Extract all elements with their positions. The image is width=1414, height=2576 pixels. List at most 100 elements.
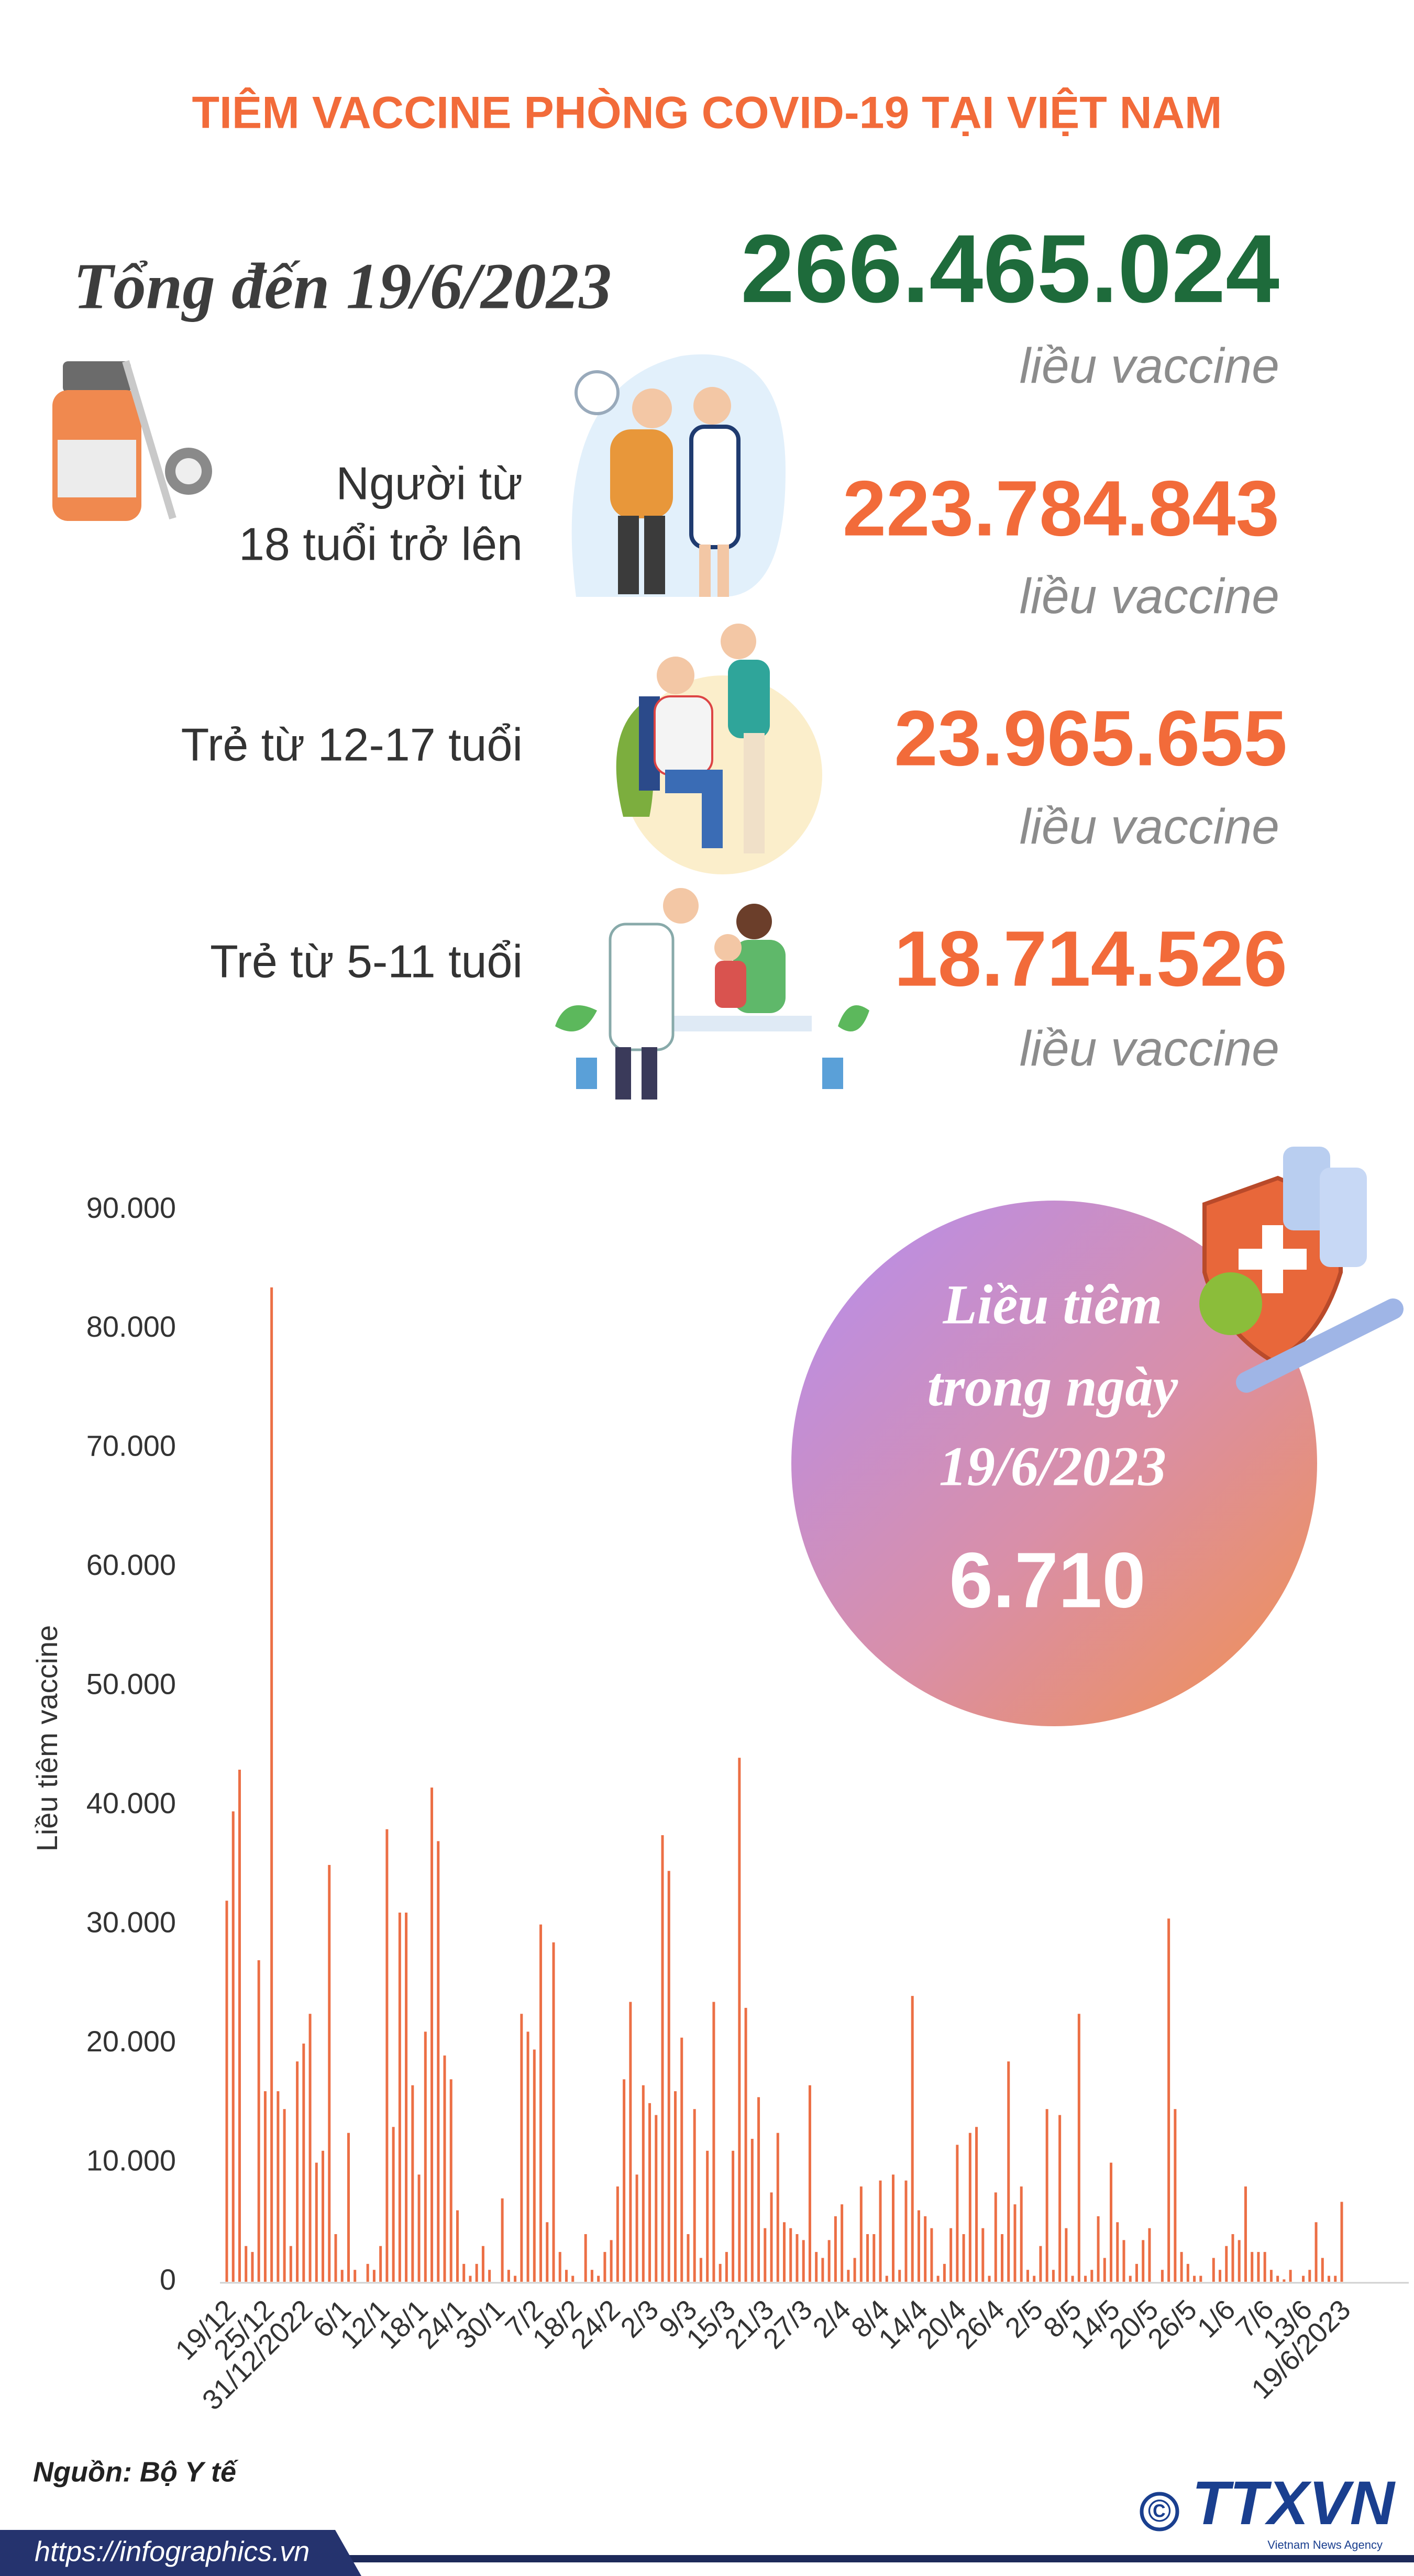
bar bbox=[520, 2014, 523, 2282]
group-label: 18 tuổi trở lên bbox=[239, 518, 523, 570]
bar bbox=[1033, 2275, 1036, 2282]
bar bbox=[231, 1811, 235, 2282]
bar bbox=[1257, 2252, 1260, 2282]
bar bbox=[610, 2240, 613, 2282]
bar bbox=[411, 2085, 414, 2282]
bar bbox=[1122, 2240, 1125, 2282]
group-label: Trẻ từ 12-17 tuổi bbox=[181, 718, 523, 770]
bar bbox=[1001, 2234, 1004, 2282]
bar bbox=[642, 2085, 645, 2282]
bar bbox=[706, 2150, 709, 2282]
bar bbox=[558, 2252, 561, 2282]
bar bbox=[667, 1871, 670, 2282]
bar bbox=[776, 2133, 779, 2282]
bar bbox=[1283, 2279, 1286, 2282]
bar bbox=[859, 2186, 863, 2282]
bar bbox=[872, 2234, 876, 2282]
y-tick-label: 80.000 bbox=[86, 1310, 176, 1343]
bar bbox=[655, 2115, 658, 2282]
bar bbox=[924, 2216, 927, 2282]
bar bbox=[981, 2228, 985, 2282]
bar bbox=[1199, 2275, 1202, 2282]
bar bbox=[975, 2127, 978, 2282]
bar bbox=[1212, 2258, 1215, 2282]
bar bbox=[635, 2174, 638, 2282]
unit: liều vaccine bbox=[1020, 569, 1279, 624]
bar bbox=[270, 1287, 273, 2282]
bar bbox=[917, 2210, 920, 2282]
bar bbox=[347, 2133, 350, 2282]
bar bbox=[1174, 2109, 1177, 2282]
bar bbox=[1077, 2014, 1080, 2282]
bar bbox=[1148, 2228, 1151, 2282]
bar bbox=[1071, 2275, 1074, 2282]
bar bbox=[738, 1758, 741, 2282]
bar bbox=[930, 2228, 933, 2282]
bar bbox=[1013, 2204, 1017, 2282]
bar bbox=[1225, 2246, 1228, 2282]
bar bbox=[225, 1901, 228, 2282]
bar bbox=[257, 1960, 260, 2282]
bar bbox=[892, 2174, 895, 2282]
bar bbox=[661, 1835, 664, 2282]
bar bbox=[322, 2150, 325, 2282]
bar bbox=[590, 2270, 593, 2282]
bar bbox=[783, 2222, 786, 2282]
bar bbox=[1180, 2252, 1183, 2282]
footer-band bbox=[0, 2530, 361, 2576]
url[interactable]: https://infographics.vn bbox=[35, 2536, 310, 2567]
bar bbox=[693, 2109, 696, 2282]
group-value: 23.965.655 bbox=[894, 694, 1287, 782]
bar bbox=[430, 1787, 434, 2282]
bar bbox=[526, 2031, 529, 2282]
bar bbox=[687, 2234, 690, 2282]
bar bbox=[1328, 2275, 1331, 2282]
bar bbox=[238, 1769, 241, 2282]
bar bbox=[1193, 2275, 1196, 2282]
bar bbox=[879, 2180, 882, 2282]
illustration-teen bbox=[616, 624, 822, 874]
bar bbox=[584, 2234, 587, 2282]
bar bbox=[1238, 2240, 1241, 2282]
bar bbox=[719, 2263, 722, 2282]
bar bbox=[802, 2240, 805, 2282]
bar bbox=[616, 2186, 619, 2282]
callout: Liều tiêm trong ngày 19/6/2023 6.710 bbox=[791, 1147, 1404, 1726]
footer-line bbox=[0, 2555, 1414, 2562]
bar bbox=[1219, 2270, 1222, 2282]
y-tick-label: 10.000 bbox=[86, 2144, 176, 2177]
bar bbox=[949, 2228, 953, 2282]
y-tick-label: 40.000 bbox=[86, 1786, 176, 1819]
bar bbox=[943, 2263, 946, 2282]
bar bbox=[725, 2252, 728, 2282]
bar bbox=[1276, 2275, 1279, 2282]
bar bbox=[565, 2270, 568, 2282]
total-label: Tổng đến 19/6/2023 bbox=[73, 251, 612, 323]
bar bbox=[648, 2103, 651, 2282]
bar bbox=[475, 2263, 478, 2282]
bar bbox=[571, 2275, 575, 2282]
bar bbox=[462, 2263, 466, 2282]
bar bbox=[956, 2145, 959, 2282]
illustration-adults bbox=[571, 354, 786, 597]
bar bbox=[847, 2270, 850, 2282]
bar bbox=[1302, 2275, 1305, 2282]
bar bbox=[469, 2275, 472, 2282]
bar bbox=[539, 1924, 543, 2282]
copyright-ring bbox=[1140, 2492, 1179, 2531]
illustration-children bbox=[555, 888, 869, 1100]
bar bbox=[623, 2079, 626, 2282]
bar bbox=[481, 2246, 484, 2282]
bar bbox=[680, 2037, 683, 2282]
bar bbox=[1129, 2275, 1132, 2282]
group-value: 223.784.843 bbox=[843, 464, 1279, 552]
bar bbox=[968, 2133, 971, 2282]
bar bbox=[417, 2174, 421, 2282]
y-tick-label: 0 bbox=[160, 2263, 176, 2296]
bar bbox=[1186, 2263, 1189, 2282]
callout-decoration bbox=[1199, 1147, 1404, 1393]
group-value: 18.714.526 bbox=[894, 915, 1287, 1003]
callout-text: Liều tiêm bbox=[942, 1274, 1162, 1336]
bar bbox=[1289, 2270, 1292, 2282]
bar bbox=[1244, 2186, 1247, 2282]
